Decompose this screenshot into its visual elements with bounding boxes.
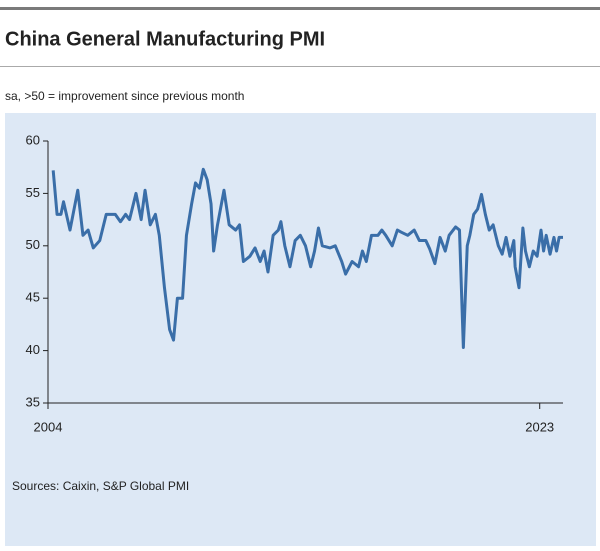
pmi-line xyxy=(51,167,563,349)
title-rule xyxy=(0,66,600,67)
x-tick-label: 2023 xyxy=(525,419,554,434)
x-tick-label: 2004 xyxy=(34,419,63,434)
y-tick-label: 35 xyxy=(26,394,40,409)
top-rule xyxy=(0,7,600,10)
y-tick-label: 40 xyxy=(26,342,40,357)
y-tick-label: 55 xyxy=(26,185,40,200)
y-tick-label: 50 xyxy=(26,237,40,252)
plot-panel xyxy=(5,113,596,546)
chart-title: China General Manufacturing PMI xyxy=(5,28,325,50)
y-tick-label: 60 xyxy=(26,132,40,147)
source: Sources: Caixin, S&P Global PMI xyxy=(12,479,189,493)
y-tick-label: 45 xyxy=(26,290,40,305)
chart-subtitle: sa, >50 = improvement since previous mon… xyxy=(5,89,244,103)
